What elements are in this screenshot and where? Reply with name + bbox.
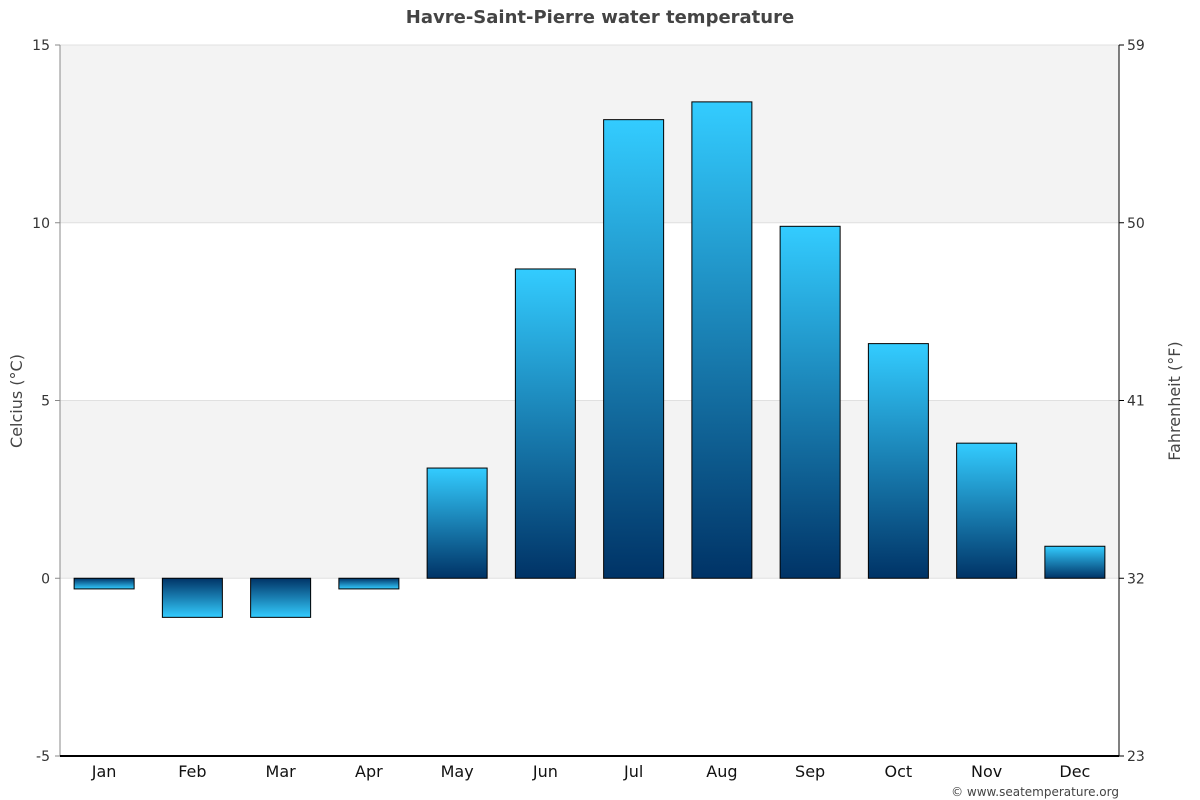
bar-mar [250,577,312,618]
y-tick-label-right: 23 [1127,749,1145,765]
y-tick-label-left: -5 [36,749,50,765]
x-tick-label-nov: Nov [971,762,1002,781]
x-tick-label-dec: Dec [1059,762,1090,781]
bar-jan [73,577,135,590]
x-tick-label-jun: Jun [532,762,558,781]
bar-dec [1044,545,1106,579]
x-tick-label-may: May [441,762,474,781]
y-axis-right-title: Fahrenheit (°F) [1165,341,1184,460]
bar-aug [691,101,753,579]
x-tick-label-mar: Mar [266,762,297,781]
x-tick-label-feb: Feb [178,762,206,781]
y-tick-label-right: 50 [1127,216,1145,232]
bar-jun [514,268,576,579]
bar-jul [603,119,665,579]
y-axis-left-ticks: -5 0 5 10 15 [32,38,60,765]
y-tick-label-left: 0 [41,571,50,587]
bars [73,101,1106,618]
y-tick-label-left: 10 [32,216,50,232]
chart-title: Havre-Saint-Pierre water temperature [406,7,794,28]
y-tick-label-left: 15 [32,38,50,54]
bar-sep [779,225,841,579]
bar-feb [161,577,223,618]
x-tick-label-aug: Aug [706,762,737,781]
y-axis-left-title: Celcius (°C) [7,354,26,448]
gridlines [60,44,1119,579]
y-tick-label-right: 32 [1127,571,1145,587]
y-tick-label-right: 59 [1127,38,1145,54]
x-tick-label-jan: Jan [91,762,117,781]
bar-may [426,467,488,579]
y-tick-label-right: 41 [1127,394,1145,410]
x-tick-label-jul: Jul [623,762,643,781]
bar-oct [867,343,929,579]
y-tick-label-left: 5 [41,394,50,410]
x-axis-ticks: Jan Feb Mar Apr May Jun Jul Aug Sep Oct Nov Dec [91,762,1091,781]
x-tick-label-oct: Oct [885,762,913,781]
bar-apr [338,577,400,590]
x-tick-label-sep: Sep [795,762,825,781]
x-tick-label-apr: Apr [355,762,383,781]
credit-text: © www.seatemperature.org [951,785,1119,799]
background-bands [60,45,1119,579]
bar-nov [956,442,1018,579]
y-axis-right-ticks: 23 32 41 50 59 [1119,38,1145,765]
background-band [60,45,1119,223]
background-band [60,400,1119,579]
